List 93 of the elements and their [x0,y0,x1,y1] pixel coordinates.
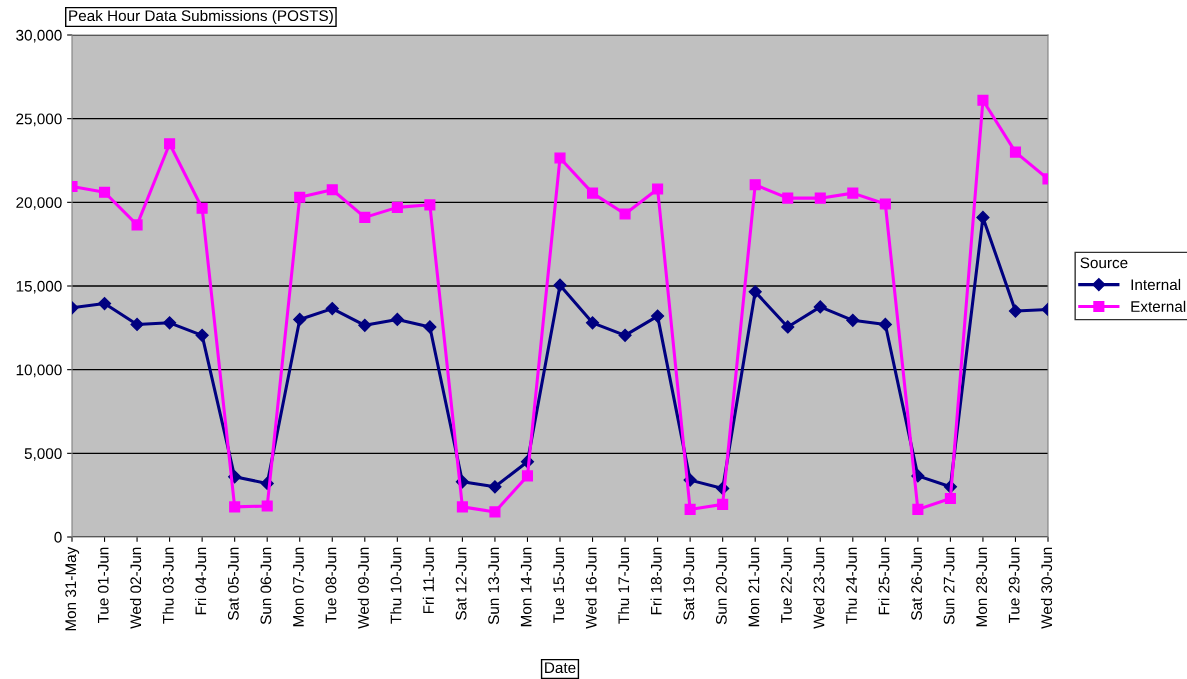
point [879,198,891,210]
point [456,501,468,513]
x-tick-label: Thu 17-Jun [617,547,630,624]
point [424,199,436,211]
x-tick-label: Thu 10-Jun [390,547,402,624]
point [294,191,306,203]
x-tick-label: Thu 03-Jun [162,547,174,624]
x-tick-label: Tue 15-Jun [553,547,565,624]
point [846,313,860,327]
point [912,503,924,515]
point [1008,304,1023,318]
chart-title: Peak Hour Data Submissions (POSTS) [69,9,333,25]
point [261,500,273,512]
point [553,278,567,292]
x-tick-label: Thu 24-Jun [845,547,857,624]
x-tick-label: Sat 26-Jun [911,547,922,620]
point [489,506,501,518]
point [196,202,208,214]
point [651,309,665,323]
point [359,211,371,223]
x-tick-label: Wed 16-Jun [585,547,597,629]
point [717,498,729,510]
point [98,186,111,198]
legend-title: Source [1080,257,1128,269]
x-tick-label: Mon 21-Jun [748,547,760,627]
x-tick-label: Wed 02-Jun [129,547,142,629]
point [976,210,990,224]
point [358,318,372,332]
point [163,316,177,330]
x-tick-label: Sun 27-Jun [943,547,955,625]
point [521,470,534,482]
point [814,192,826,204]
point [391,201,403,213]
x-tick-label: Fri 25-Jun [878,547,890,615]
point [748,285,762,299]
point [944,492,956,505]
point [782,192,794,204]
point [423,320,437,334]
point [749,179,761,191]
x-tick-label: Sun 20-Jun [715,547,727,625]
y-tick-label: 5,000 [24,448,62,461]
point [1009,146,1022,158]
x-tick-label: Mon 07-Jun [293,547,304,627]
point [131,219,143,231]
point [585,316,600,330]
x-tick-label: Sat 19-Jun [683,547,695,620]
point [977,94,989,106]
y-tick-label: 30,000 [16,29,62,43]
point [619,208,631,220]
x-axis-title: Date [545,662,576,674]
point [554,152,566,164]
x-tick-label: Tue 22-Jun [781,547,792,624]
point [130,317,144,332]
x-tick-label: Fri 04-Jun [195,547,207,615]
y-tick-label: 25,000 [16,113,62,127]
point [325,302,339,316]
point [618,328,632,342]
point [781,320,795,334]
y-tick-label: 0 [54,531,62,543]
x-tick-label: Wed 30-Jun [1040,547,1053,629]
x-tick-label: Sat 05-Jun [227,547,239,620]
point [813,300,827,314]
x-tick-label: Tue 29-Jun [1008,547,1020,624]
point [586,187,599,199]
x-tick-label: Tue 08-Jun [325,547,337,624]
point [195,328,209,342]
point [390,312,404,327]
y-tick-label: 10,000 [16,364,62,378]
point [229,501,241,513]
y-tick-label: 20,000 [16,197,62,210]
x-tick-label: Fri 18-Jun [650,547,662,615]
x-tick-label: Wed 23-Jun [813,547,825,629]
point [684,503,696,515]
x-tick-label: Wed 09-Jun [357,547,369,629]
x-tick-label: Sat 12-Jun [455,547,467,620]
x-tick-label: Sun 13-Jun [488,547,500,625]
x-tick-label: Mon 31-May [65,546,80,631]
x-tick-label: Tue 01-Jun [97,547,109,624]
point [652,183,664,195]
x-tick-label: Mon 14-Jun [520,547,532,627]
legend-label: Internal [1131,278,1181,291]
x-tick-label: Fri 11-Jun [422,547,434,614]
point [164,138,176,150]
legend-label: External [1131,300,1186,312]
point [293,312,307,327]
point [326,184,338,196]
point [488,480,502,494]
y-tick-label: 15,000 [16,280,62,294]
x-tick-label: Mon 28-Jun [976,547,988,627]
point [97,296,112,311]
point [878,317,892,332]
point [847,187,859,199]
x-tick-label: Sun 06-Jun [260,547,272,625]
